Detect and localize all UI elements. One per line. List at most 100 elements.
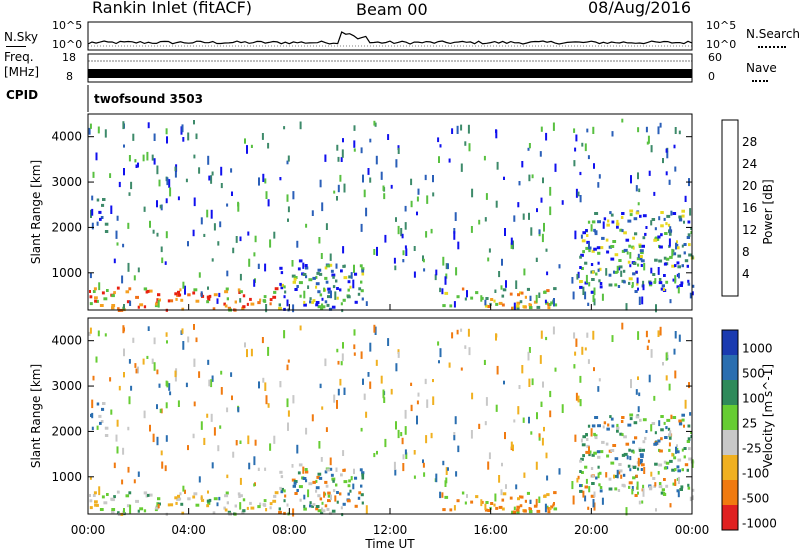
velocity-cell: [516, 510, 520, 514]
power-cell: [675, 242, 677, 250]
power-cell: [246, 302, 249, 306]
velocity-cell: [343, 387, 346, 395]
power-cell: [575, 134, 578, 142]
power-cell: [442, 304, 446, 308]
power-cell: [149, 220, 151, 228]
velocity-cell: [394, 469, 397, 476]
power-cell: [480, 295, 483, 302]
power-cell: [546, 271, 549, 276]
freq-unit: [MHz]: [4, 65, 40, 79]
power-cell: [335, 279, 338, 283]
power-cell: [654, 258, 658, 262]
nave-tick-top: 60: [708, 51, 722, 64]
x-tick-label: 20:00: [574, 523, 609, 537]
velocity-cell: [299, 325, 302, 331]
velocity-cell: [638, 500, 641, 505]
power-cell: [590, 263, 594, 266]
power-cell: [687, 233, 691, 237]
velocity-cell: [637, 467, 640, 471]
power-cell: [347, 288, 350, 292]
power-cell: [528, 174, 531, 182]
power-cell: [177, 196, 180, 201]
power-cell: [677, 254, 682, 258]
velocity-cell: [129, 504, 132, 514]
power-cell: [211, 258, 214, 262]
velocity-cell: [681, 418, 685, 422]
power-cell: [637, 263, 640, 267]
velocity-cell: [225, 491, 229, 495]
power-cell: [91, 222, 94, 230]
power-cell: [687, 220, 691, 224]
power-cell: [212, 307, 216, 311]
velocity-cell: [676, 444, 678, 448]
velocity-cell: [623, 435, 627, 439]
velocity-cell: [470, 500, 474, 504]
velocity-cell: [688, 382, 690, 389]
velocity-cell: [324, 504, 328, 508]
velocity-cell: [97, 330, 100, 337]
power-cell: [151, 154, 154, 161]
velocity-cell: [495, 404, 498, 412]
power-cell: [523, 268, 526, 276]
velocity-cell: [267, 403, 270, 408]
power-cell: [594, 232, 598, 236]
power-cell: [686, 264, 689, 268]
power-cell: [445, 273, 448, 279]
power-cell: [216, 298, 219, 304]
velocity-cell: [599, 486, 603, 489]
velocity-cell: [648, 374, 651, 383]
velocity-cell: [517, 497, 520, 501]
velocity-cell: [318, 476, 323, 480]
velocity-cell: [341, 353, 344, 361]
velocity-cell: [667, 427, 671, 431]
power-cell: [349, 285, 352, 289]
velocity-cell: [430, 432, 433, 439]
power-cell: [347, 295, 351, 299]
velocity-cell: [441, 492, 444, 498]
velocity-cell: [158, 383, 161, 388]
power-cell: [618, 259, 622, 262]
power-cell: [686, 236, 690, 239]
power-cell: [231, 191, 233, 196]
power-cell: [517, 202, 520, 208]
power-cell: [305, 266, 309, 270]
velocity-cell: [207, 501, 211, 505]
velocity-cell: [328, 467, 333, 471]
power-cell: [95, 152, 98, 161]
power-cell: [621, 118, 624, 123]
power-cell: [143, 206, 146, 212]
velocity-cell: [679, 488, 683, 491]
velocity-cell: [460, 328, 463, 332]
velocity-cell: [538, 496, 541, 503]
colorbar-cell: [722, 430, 738, 456]
power-cell: [361, 269, 365, 273]
velocity-cell: [293, 481, 297, 485]
power-cell: [161, 257, 164, 264]
power-cell: [541, 233, 544, 243]
velocity-cell: [480, 499, 483, 507]
velocity-cell: [283, 499, 286, 503]
velocity-cell: [193, 358, 196, 367]
power-cell: [159, 204, 162, 209]
velocity-cell: [165, 435, 168, 442]
velocity-cell: [681, 468, 684, 472]
velocity-cell: [208, 379, 211, 387]
power-cell: [585, 246, 590, 250]
power-cell: [405, 248, 408, 256]
power-cell: [253, 252, 256, 257]
power-cell: [631, 245, 635, 249]
power-cell: [380, 171, 383, 180]
power-cell: [580, 234, 583, 239]
power-cell: [317, 305, 322, 309]
velocity-cell: [484, 421, 487, 426]
velocity-cell: [143, 410, 146, 419]
velocity-cell: [106, 493, 109, 496]
power-cell: [334, 291, 337, 300]
power-cell: [91, 195, 94, 201]
velocity-cell: [669, 459, 673, 463]
power-cell: [328, 263, 333, 267]
power-cell: [449, 304, 453, 308]
velocity-cell: [187, 336, 190, 343]
power-cell: [498, 301, 503, 305]
power-cell: [315, 285, 318, 289]
